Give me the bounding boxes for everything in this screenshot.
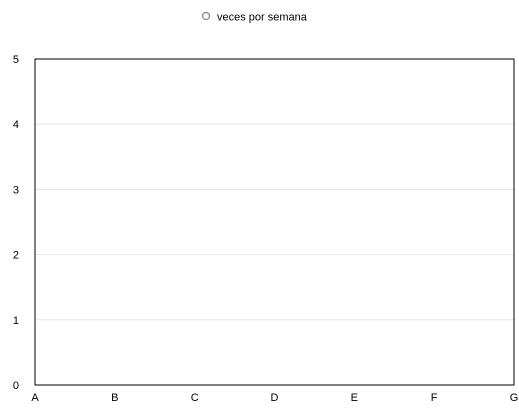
x-tick-label-4: E [351,392,358,403]
legend-marker-icon [201,11,211,21]
legend-label: veces por semana [217,12,308,24]
y-axis-tick-labels: 0 1 2 3 4 5 [13,54,19,392]
legend[interactable]: veces por semana [201,11,308,24]
plot-frame [34,58,515,386]
y-tick-label-2: 2 [13,250,19,262]
x-tick-label-0: A [31,392,39,403]
y-tick-label-3: 3 [13,184,19,196]
x-tick-label-6: G [510,392,519,403]
axes [34,58,515,386]
y-tick-label-4: 4 [13,119,19,131]
y-tick-label-1: 1 [13,315,19,327]
x-tick-label-2: C [191,392,199,403]
x-tick-label-1: B [111,392,118,403]
grid [35,123,514,321]
x-tick-label-3: D [271,392,279,403]
y-tick-label-0: 0 [13,380,19,392]
x-tick-label-5: F [431,392,438,403]
y-tick-label-5: 5 [13,54,19,66]
x-axis-tick-labels: A B C D E F G [31,392,519,404]
